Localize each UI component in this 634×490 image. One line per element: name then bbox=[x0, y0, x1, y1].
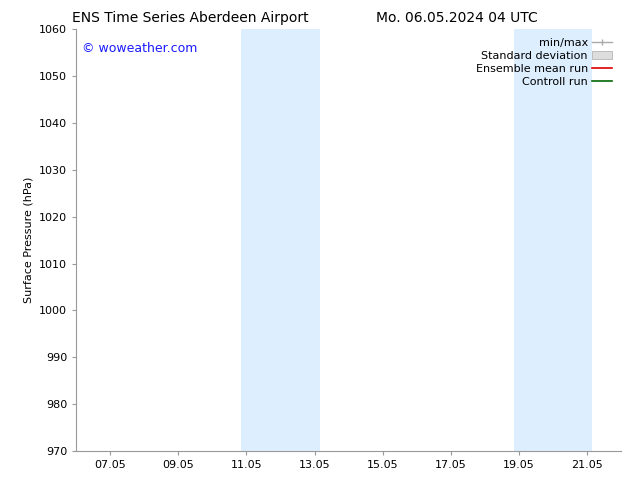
Text: Mo. 06.05.2024 04 UTC: Mo. 06.05.2024 04 UTC bbox=[375, 11, 538, 25]
Bar bbox=[514, 29, 592, 451]
Legend: min/max, Standard deviation, Ensemble mean run, Controll run: min/max, Standard deviation, Ensemble me… bbox=[472, 35, 616, 90]
Y-axis label: Surface Pressure (hPa): Surface Pressure (hPa) bbox=[23, 177, 34, 303]
Text: © woweather.com: © woweather.com bbox=[82, 42, 197, 55]
Text: ENS Time Series Aberdeen Airport: ENS Time Series Aberdeen Airport bbox=[72, 11, 309, 25]
Bar bbox=[242, 29, 320, 451]
